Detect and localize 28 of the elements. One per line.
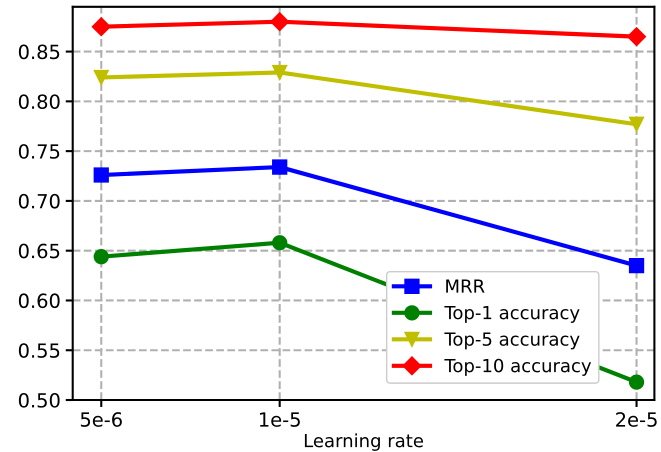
point — [92, 17, 111, 36]
point — [272, 159, 288, 175]
x-tick-label: 2e-5 — [616, 412, 657, 427]
y-tick-label: 0.50 — [18, 392, 60, 408]
legend-label: MRR — [446, 279, 485, 293]
y-tick-label: 0.65 — [18, 244, 60, 258]
y-tick-label: 0.60 — [18, 293, 60, 308]
point — [628, 374, 644, 390]
point — [627, 27, 646, 46]
point — [94, 167, 109, 183]
y-tick-label: 0.75 — [18, 144, 60, 159]
x-axis-title: Learning rate — [304, 433, 423, 451]
legend-label: Top-5 accuracy — [444, 332, 580, 350]
x-tick-label: 1e-5 — [260, 412, 300, 427]
y-tick-label: 0.80 — [18, 94, 60, 110]
point — [272, 64, 288, 80]
y-tick-label: 0.85 — [18, 44, 60, 60]
legend-label: Top-10 accuracy — [444, 358, 592, 376]
point — [628, 116, 644, 132]
point — [628, 258, 644, 274]
x-tick-label: 5e-6 — [80, 412, 122, 427]
point — [270, 12, 290, 32]
legend-label: Top-1 accuracy — [444, 306, 580, 323]
point — [272, 235, 288, 250]
point — [94, 70, 109, 86]
y-tick-label: 0.70 — [18, 194, 60, 209]
point — [94, 249, 109, 264]
y-tick-label: 0.55 — [18, 343, 60, 358]
